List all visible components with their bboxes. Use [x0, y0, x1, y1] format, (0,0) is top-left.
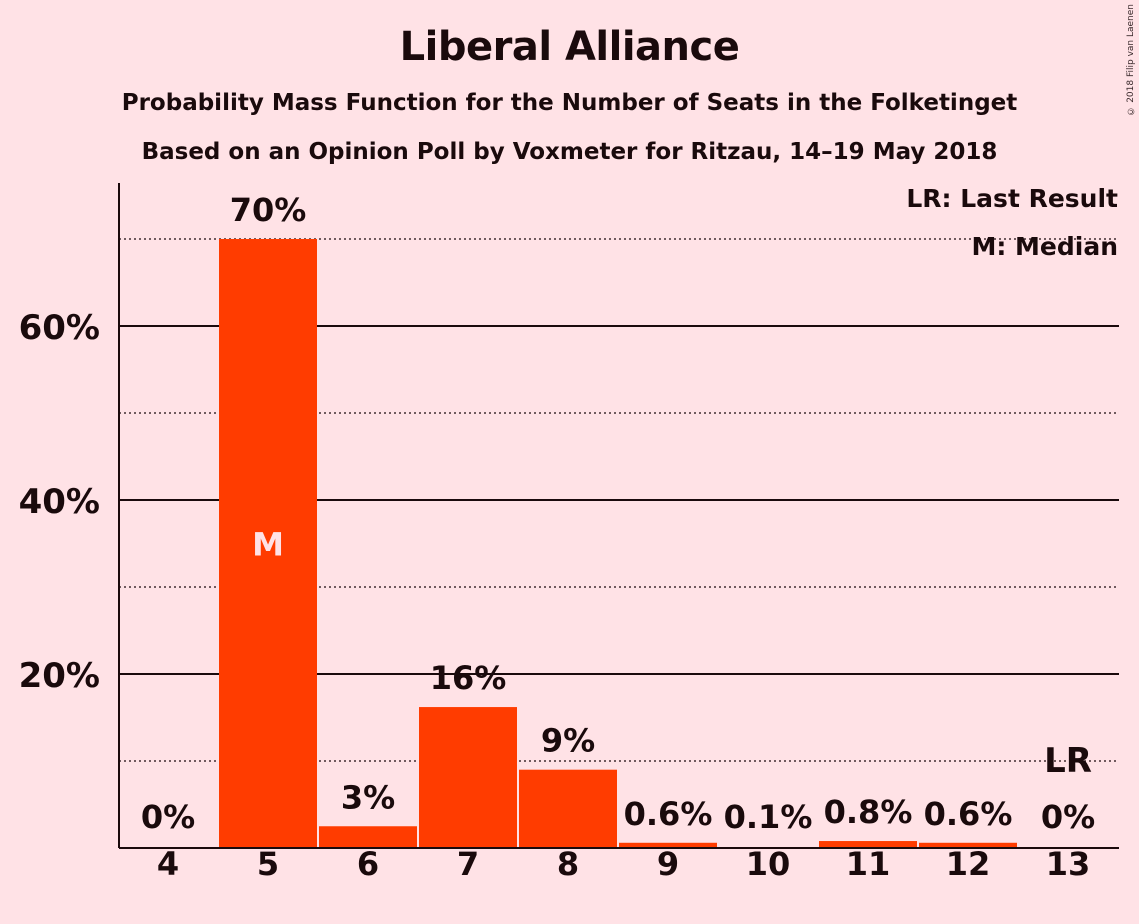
- data-label: 70%: [230, 191, 307, 229]
- y-tick-label: 20%: [19, 656, 100, 696]
- chart-subtitle: Probability Mass Function for the Number…: [121, 90, 1018, 116]
- chart-subtitle-source: Based on an Opinion Poll by Voxmeter for…: [141, 139, 998, 165]
- x-tick-label: 5: [257, 845, 279, 883]
- chart-title: Liberal Alliance: [399, 24, 740, 70]
- x-tick-label: 13: [1046, 845, 1091, 883]
- x-tick-label: 8: [557, 845, 579, 883]
- legend-median: M: Median: [971, 232, 1118, 261]
- x-tick-label: 6: [357, 845, 379, 883]
- bar: [419, 707, 517, 848]
- data-label: 3%: [341, 778, 395, 816]
- median-marker: M: [252, 526, 284, 564]
- x-tick-label: 10: [746, 845, 791, 883]
- data-label: 9%: [541, 722, 595, 760]
- x-tick-label: 11: [846, 845, 891, 883]
- data-label: 0.8%: [824, 793, 913, 831]
- legend-last-result: LR: Last Result: [906, 184, 1118, 213]
- bar: [519, 769, 617, 848]
- bar: [919, 842, 1017, 848]
- data-label: 0%: [1041, 798, 1095, 836]
- y-tick-label: 60%: [19, 308, 100, 348]
- last-result-marker: LR: [1044, 741, 1092, 781]
- data-label: 16%: [430, 659, 507, 697]
- data-label: 0.6%: [624, 795, 713, 833]
- data-label: 0.6%: [924, 795, 1013, 833]
- x-tick-label: 9: [657, 845, 679, 883]
- data-label: 0%: [141, 798, 195, 836]
- bar: [819, 841, 917, 848]
- bar: [319, 826, 417, 848]
- x-tick-label: 7: [457, 845, 479, 883]
- data-label: 0.1%: [724, 798, 813, 836]
- bar: [219, 239, 317, 848]
- x-tick-label: 4: [157, 845, 179, 883]
- x-tick-label: 12: [946, 845, 991, 883]
- y-tick-label: 40%: [19, 482, 100, 522]
- bar: [619, 842, 717, 848]
